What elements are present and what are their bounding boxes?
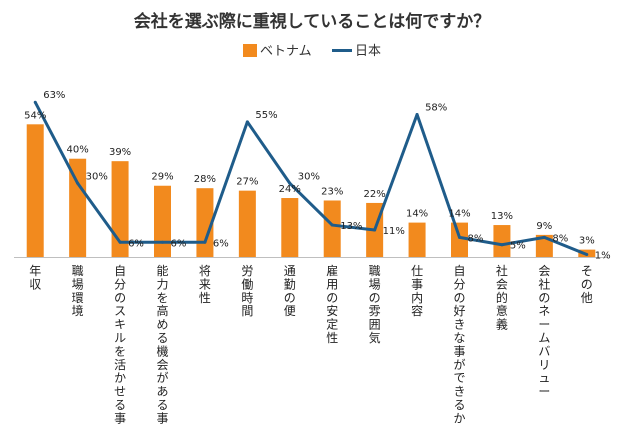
legend: ベトナム 日本 xyxy=(243,44,381,59)
line-point xyxy=(203,241,206,244)
line-data-label: 5% xyxy=(510,241,526,252)
category-label: その他 xyxy=(581,264,593,305)
category-label: 労働時間 xyxy=(241,264,253,318)
line-data-label: 55% xyxy=(255,110,277,121)
bar-data-label: 54% xyxy=(24,110,46,121)
category-label: 通勤の便 xyxy=(284,264,296,318)
bar xyxy=(239,191,256,257)
line-point xyxy=(458,236,461,239)
bar xyxy=(154,186,171,257)
legend-label-japan: 日本 xyxy=(355,44,381,59)
line-point xyxy=(34,101,37,104)
bar-data-label: 22% xyxy=(364,189,386,200)
chart: 会社を選ぶ際に重視していることは何ですか？ ベトナム 日本 54% 40% 39% 2… xyxy=(0,0,624,440)
bar-data-label: 23% xyxy=(321,186,343,197)
bar-data-label: 14% xyxy=(448,209,470,220)
legend-label-vietnam: ベトナム xyxy=(260,44,312,59)
legend-swatch-vietnam xyxy=(243,44,257,57)
bar-data-label: 24% xyxy=(279,184,301,195)
category-label: 会社のネームバリュー xyxy=(538,264,550,399)
line-point xyxy=(161,241,164,244)
line-data-label: 8% xyxy=(552,233,568,244)
category-label: 自分のスキルを活かせる事 xyxy=(114,264,126,425)
bar-data-label: 29% xyxy=(151,172,173,183)
line-data-label: 11% xyxy=(383,226,405,237)
category-label: 社会的意義 xyxy=(496,263,508,332)
category-label: 将来性 xyxy=(199,264,211,305)
bar xyxy=(27,124,44,257)
line-point xyxy=(331,224,334,227)
category-label: 自分の好きな事ができるか xyxy=(453,264,465,425)
line-point xyxy=(416,113,419,116)
line-data-label: 6% xyxy=(213,238,229,249)
line-data-label: 13% xyxy=(340,221,362,232)
line-point xyxy=(585,253,588,256)
line-data-label: 6% xyxy=(171,238,187,249)
category-label: 雇用の安定性 xyxy=(326,263,338,345)
category-label: 職場の雰囲気 xyxy=(369,264,381,345)
category-label: 年収 xyxy=(29,264,41,291)
line-data-label: 63% xyxy=(43,90,65,101)
bar xyxy=(281,198,298,257)
line-data-label: 58% xyxy=(425,102,447,113)
bar xyxy=(409,223,426,257)
line-data-label: 30% xyxy=(298,171,320,182)
bar-series-vietnam xyxy=(27,124,596,257)
bar xyxy=(324,200,341,257)
category-label: 職場環境 xyxy=(72,264,84,318)
category-label: 仕事内容 xyxy=(411,264,423,318)
bar xyxy=(493,225,510,257)
line-data-label: 1% xyxy=(595,251,611,262)
x-axis-categories: 年収 職場環境 自分のスキルを活かせる事 能力を高める機会がある事 将来性 労働時間 通勤の… xyxy=(29,263,593,425)
line-point xyxy=(500,243,503,246)
category-label: 能力を高める機会がある事 xyxy=(156,264,168,425)
bar-data-label: 40% xyxy=(67,145,89,156)
bar-data-label: 9% xyxy=(536,221,552,232)
bar-data-label: 3% xyxy=(579,236,595,247)
line-data-label: 30% xyxy=(86,171,108,182)
bar-data-label: 28% xyxy=(194,174,216,185)
bar-data-label: 27% xyxy=(236,177,258,188)
line-data-label: 6% xyxy=(128,238,144,249)
line-data-label: 8% xyxy=(468,233,484,244)
line-point xyxy=(543,236,546,239)
line-point xyxy=(119,241,122,244)
bar-data-label: 13% xyxy=(491,211,513,222)
bar-data-label: 14% xyxy=(406,209,428,220)
bar-data-label: 39% xyxy=(109,147,131,158)
line-point xyxy=(246,120,249,123)
chart-title: 会社を選ぶ際に重視していることは何ですか？ xyxy=(134,11,491,32)
line-point xyxy=(76,182,79,185)
line-point xyxy=(373,228,376,231)
